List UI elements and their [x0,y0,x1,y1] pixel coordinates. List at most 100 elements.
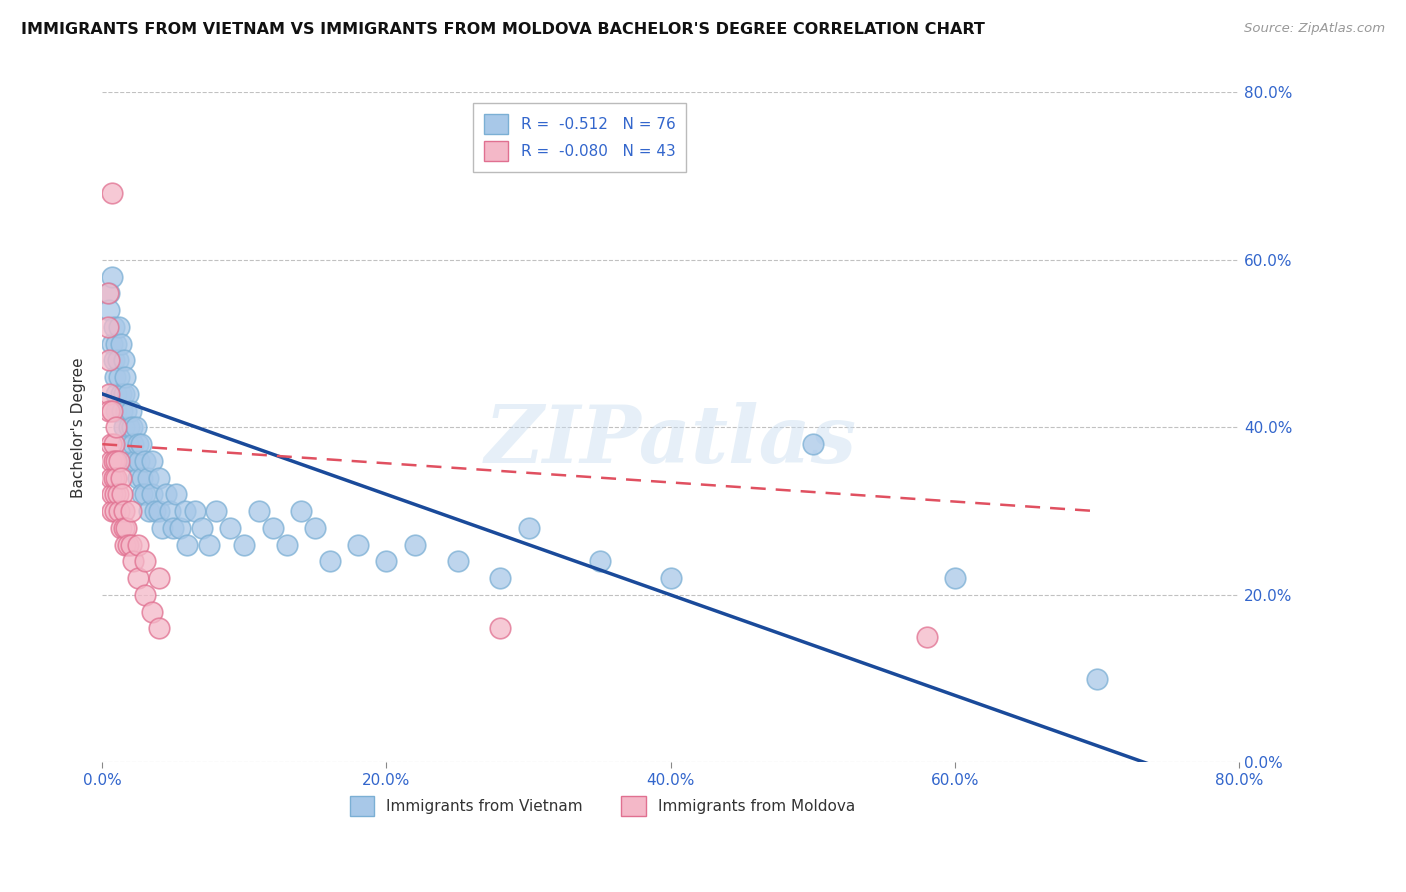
Point [98,303,121,318]
Point [169,521,191,535]
Point [134,588,156,602]
Point [148,571,170,585]
Point [183,504,205,518]
Point [114,370,136,384]
Point [110,521,132,535]
Point [915,630,938,644]
Point [98,353,121,368]
Point [198,538,221,552]
Point [173,504,195,518]
Point [100,454,122,468]
Point [141,605,163,619]
Point [943,571,966,585]
Point [138,504,160,518]
Point [103,454,125,468]
Point [120,504,142,518]
Point [347,538,370,552]
Point [112,420,135,434]
Point [489,622,512,636]
Point [100,470,122,484]
Point [115,521,138,535]
Point [148,504,170,518]
Point [318,554,340,568]
Point [127,470,149,484]
Point [134,487,156,501]
Point [127,437,149,451]
Point [127,571,149,585]
Point [114,538,136,552]
Text: IMMIGRANTS FROM VIETNAM VS IMMIGRANTS FROM MOLDOVA BACHELOR'S DEGREE CORRELATION: IMMIGRANTS FROM VIETNAM VS IMMIGRANTS FR… [21,22,986,37]
Point [141,487,163,501]
Point [155,487,177,501]
Point [101,269,124,284]
Point [134,454,156,468]
Point [148,470,170,484]
Point [112,353,135,368]
Point [103,470,125,484]
Point [97,286,120,301]
Y-axis label: Bachelor's Degree: Bachelor's Degree [72,357,86,498]
Point [112,387,135,401]
Point [112,504,135,518]
Point [176,538,198,552]
Point [141,454,163,468]
Point [128,454,150,468]
Point [100,437,122,451]
Point [801,437,824,451]
Point [120,538,142,552]
Point [101,487,124,501]
Point [1085,672,1108,686]
Point [120,403,142,417]
Text: ZIPatlas: ZIPatlas [485,402,856,480]
Point [131,470,153,484]
Point [247,504,270,518]
Point [101,336,124,351]
Point [588,554,610,568]
Point [121,420,143,434]
Point [125,420,148,434]
Point [446,554,468,568]
Point [134,554,156,568]
Point [233,538,256,552]
Point [115,403,138,417]
Point [205,504,228,518]
Point [517,521,540,535]
Point [98,387,121,401]
Point [103,353,125,368]
Point [117,437,139,451]
Legend: Immigrants from Vietnam, Immigrants from Moldova: Immigrants from Vietnam, Immigrants from… [343,790,862,822]
Point [136,470,159,484]
Point [129,437,152,451]
Point [404,538,426,552]
Point [190,521,212,535]
Point [108,504,131,518]
Point [304,521,326,535]
Point [104,504,127,518]
Point [148,622,170,636]
Point [105,470,128,484]
Point [117,538,139,552]
Point [117,387,139,401]
Point [112,521,135,535]
Point [110,336,132,351]
Point [659,571,682,585]
Point [375,554,398,568]
Point [131,487,153,501]
Point [104,487,127,501]
Point [105,420,128,434]
Text: Source: ZipAtlas.com: Source: ZipAtlas.com [1244,22,1385,36]
Point [98,403,121,417]
Point [290,504,312,518]
Point [105,336,128,351]
Point [122,437,145,451]
Point [150,521,173,535]
Point [98,286,121,301]
Point [105,403,128,417]
Point [162,521,184,535]
Point [110,387,132,401]
Point [101,403,124,417]
Point [110,470,132,484]
Point [262,521,284,535]
Point [108,319,131,334]
Point [105,387,128,401]
